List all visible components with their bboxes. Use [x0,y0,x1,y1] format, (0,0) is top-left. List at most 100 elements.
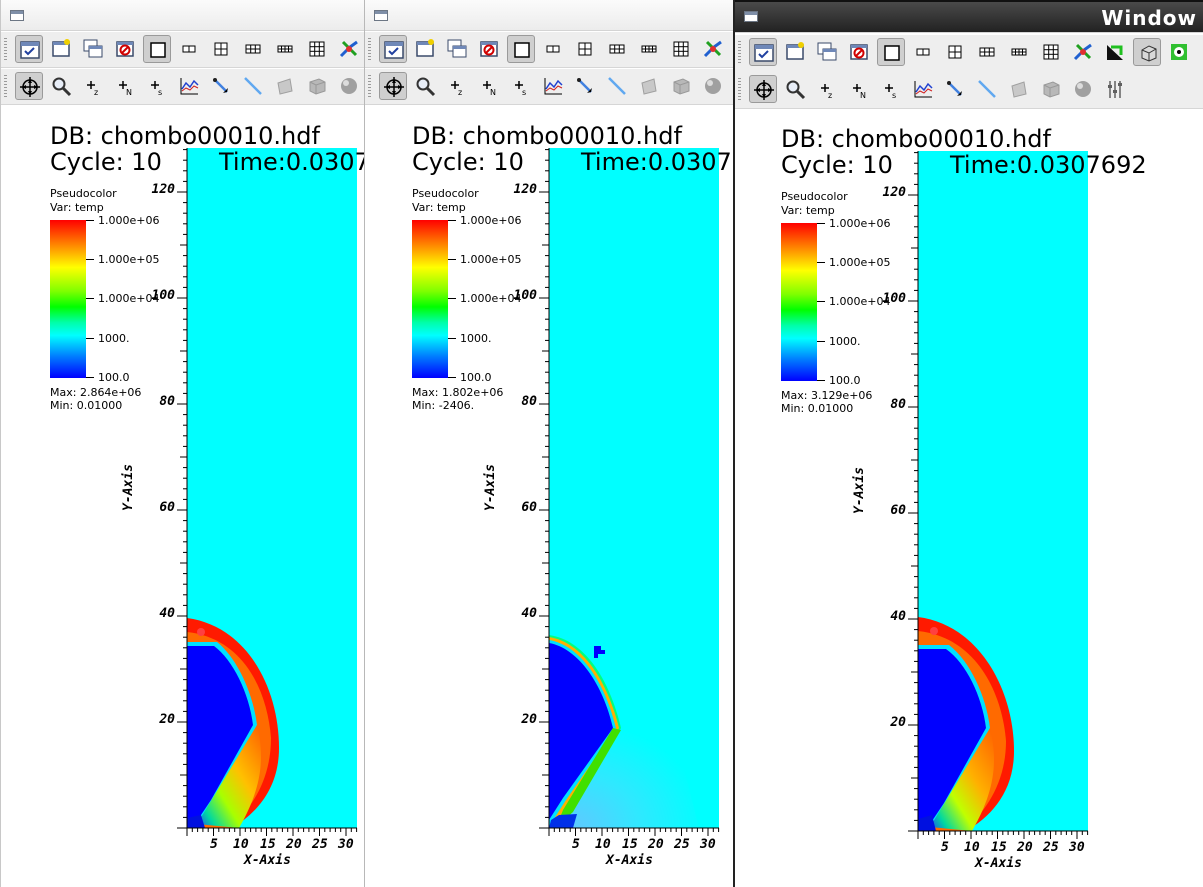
zone-pick-button[interactable]: z [443,72,471,100]
layout-2x2-button[interactable] [571,35,599,63]
active-window-button[interactable] [749,38,777,66]
spreadsheet-pick-button[interactable]: s [877,75,905,103]
box-tool-button[interactable] [303,72,331,100]
y-tick-label: 80 [159,394,175,409]
layout-2x2-button[interactable] [941,38,969,66]
lineout-button[interactable] [539,72,567,100]
clone-window-button[interactable] [813,38,841,66]
zone-pick-button[interactable]: z [79,72,107,100]
window-menu-icon[interactable] [374,10,388,21]
box-tool-button[interactable] [667,72,695,100]
navigate-button[interactable] [749,75,777,103]
layout-1x2-button[interactable] [175,35,203,63]
toolbar-handle[interactable] [4,75,7,97]
plane-tool-button[interactable] [635,72,663,100]
box-tool-button[interactable] [1037,75,1065,103]
point-tool-button[interactable] [207,72,235,100]
window-titlebar[interactable] [1,0,364,31]
pseudocolor-plot[interactable] [187,148,357,828]
lock-view-button[interactable] [699,35,727,63]
tools-extra-button[interactable] [1101,75,1129,103]
cube-view-button[interactable] [1133,38,1161,66]
x-tick-label: 15 [260,837,276,852]
layout-3x2-button[interactable] [603,35,631,63]
node-pick-button[interactable]: N [475,72,503,100]
new-window-button[interactable] [47,35,75,63]
delete-window-button[interactable] [111,35,139,63]
green-extra-icon [1171,44,1187,60]
line-tool-button[interactable] [603,72,631,100]
pseudocolor-plot[interactable] [549,148,719,828]
new-window-button[interactable] [411,35,439,63]
clone-window-button[interactable] [79,35,107,63]
zoom-button[interactable] [411,72,439,100]
layout-2x2-button[interactable] [207,35,235,63]
layout-4x1-button[interactable] [1005,38,1033,66]
layout-3x3-button[interactable] [303,35,331,63]
layout-1x1-button[interactable] [143,35,171,63]
window-titlebar[interactable]: Window [735,0,1203,33]
point-tool-button[interactable] [571,72,599,100]
layout-1x1-button[interactable] [877,38,905,66]
layout-4x1-button[interactable] [635,35,663,63]
layout-3x3-button[interactable] [667,35,695,63]
sphere-tool-button[interactable] [335,72,363,100]
zoom-icon [416,77,436,97]
line-tool-button[interactable] [973,75,1001,103]
plane-tool-button[interactable] [271,72,299,100]
node-pick-button[interactable]: N [845,75,873,103]
window-titlebar[interactable] [365,0,733,31]
delete-window-button[interactable] [845,38,873,66]
active-window-button[interactable] [379,35,407,63]
plane-tool-button[interactable] [1005,75,1033,103]
zoom-button[interactable] [781,75,809,103]
time-label: Time:0.0307692 [950,151,1147,179]
toolbar-handle[interactable] [4,38,7,60]
point-tool-icon [577,78,592,93]
layout-1x2-button[interactable] [909,38,937,66]
layout-1x1-button[interactable] [507,35,535,63]
active-window-button[interactable] [15,35,43,63]
lock-view-button[interactable] [1069,38,1097,66]
layout-3x2-button[interactable] [973,38,1001,66]
toolbar-handle[interactable] [738,41,741,63]
clone-window-button[interactable] [443,35,471,63]
box-tool-icon [1043,81,1060,98]
delete-window-button[interactable] [475,35,503,63]
node-pick-button[interactable]: N [111,72,139,100]
point-tool-button[interactable] [941,75,969,103]
window-menu-icon[interactable] [744,11,758,22]
colorbar [50,220,86,378]
pseudocolor-plot[interactable] [918,151,1088,831]
xray-button[interactable] [1101,38,1129,66]
x-axis-label: X-Axis [244,853,291,868]
navigate-button[interactable] [379,72,407,100]
layout-3x2-button[interactable] [239,35,267,63]
navigate-button[interactable] [15,72,43,100]
lineout-button[interactable] [909,75,937,103]
toolbar-handle[interactable] [368,38,371,60]
zoom-button[interactable] [47,72,75,100]
lineout-button[interactable] [175,72,203,100]
spreadsheet-pick-button[interactable]: s [143,72,171,100]
zone-pick-button[interactable]: z [813,75,841,103]
layout-1x2-button[interactable] [539,35,567,63]
toolbar-handle[interactable] [738,78,741,100]
green-extra-button[interactable] [1165,38,1193,66]
colorbar-tick: 1.000e+04 [447,292,522,305]
zone-pick-icon: z [87,81,98,97]
toolbar-handle[interactable] [368,75,371,97]
layout-4x1-button[interactable] [271,35,299,63]
svg-text:s: s [158,88,162,97]
lock-view-button[interactable] [335,35,363,63]
sphere-tool-button[interactable] [699,72,727,100]
sphere-tool-button[interactable] [1069,75,1097,103]
layout-3x3-button[interactable] [1037,38,1065,66]
window-menu-icon[interactable] [10,10,24,21]
new-window-button[interactable] [781,38,809,66]
line-tool-button[interactable] [239,72,267,100]
spreadsheet-pick-button[interactable]: s [507,72,535,100]
